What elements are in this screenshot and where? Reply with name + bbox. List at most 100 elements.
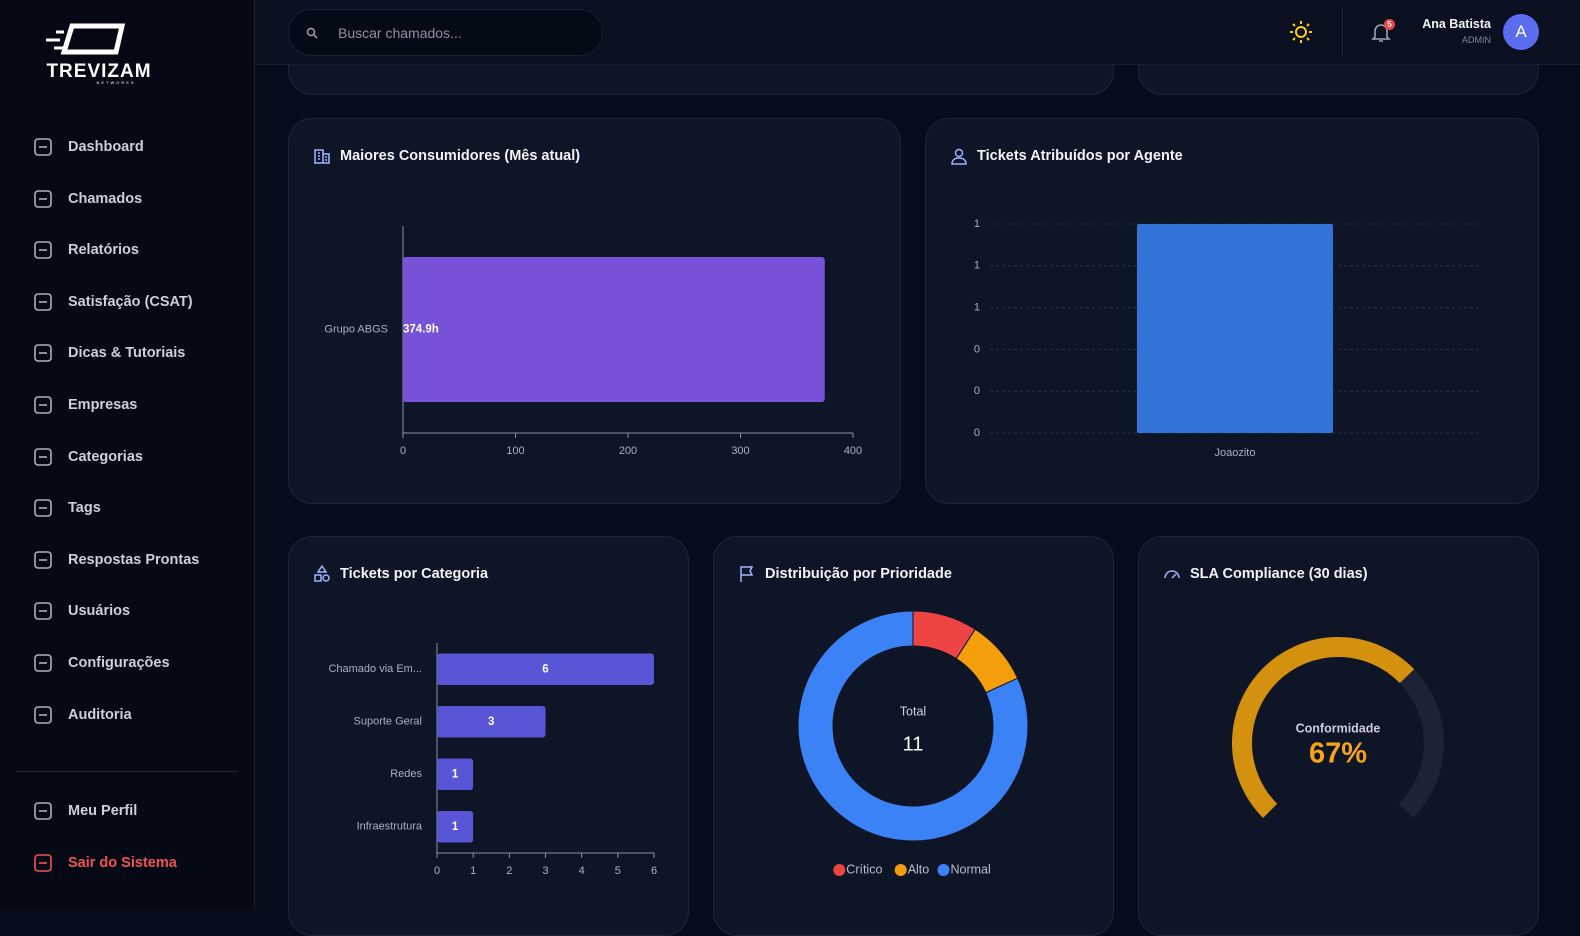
nav-icon (34, 447, 52, 466)
logo: TREVIZAM NETWORKS (46, 23, 151, 85)
value-label: 374.9h (403, 324, 439, 336)
x-tick-label: 400 (844, 445, 862, 457)
nav-label: Respostas Prontas (68, 551, 200, 568)
bar (437, 706, 546, 738)
nav-icon (34, 292, 52, 311)
nav-icon (34, 396, 52, 414)
nav-item[interactable]: Satisfação (CSAT) (32, 290, 193, 314)
y-tick-label: 1 (974, 260, 980, 272)
user-name: Ana Batista (1422, 17, 1491, 31)
chart-card: Distribuição por Prioridade (713, 536, 1114, 936)
nav-item[interactable]: Dicas & Tutoriais (32, 341, 185, 365)
nav-item[interactable]: Relatórios (32, 238, 139, 262)
nav-label: Sair do Sistema (68, 855, 177, 871)
legend-swatch (894, 864, 907, 876)
bar (437, 811, 474, 843)
x-tick-label: 0 (434, 865, 440, 877)
nav-item[interactable]: Respostas Prontas (32, 548, 199, 572)
nav-label: Meu Perfil (68, 803, 138, 819)
card-title: Tickets Atribuídos por Agente (977, 148, 1183, 164)
legend-label: Normal (951, 862, 991, 876)
nav-label: Chamados (68, 190, 143, 207)
category-label: Redes (390, 768, 422, 780)
x-tick-label: 6 (651, 865, 657, 877)
legend-swatch (833, 864, 846, 876)
x-tick-label: 5 (615, 865, 621, 877)
y-tick-label: 0 (974, 385, 980, 397)
search-box[interactable]: Buscar chamados... (288, 9, 603, 56)
sidebar: TREVIZAM NETWORKS Dashboard Chamados Relat… (0, 0, 255, 909)
gauge-label: Conformidade (1296, 721, 1381, 735)
nav-label: Auditoria (68, 706, 132, 723)
nav-label: Configurações (68, 655, 170, 671)
nav-label: Dashboard (68, 139, 144, 155)
center-label: Total (900, 704, 926, 718)
category-label: Chamado via Em... (328, 663, 422, 675)
notification-badge: 5 (1384, 19, 1395, 30)
nav-item[interactable]: Categorias (32, 445, 143, 469)
nav-icon (34, 654, 52, 672)
user-role: ADMIN (1462, 35, 1491, 45)
x-tick-label: 3 (542, 865, 548, 877)
y-tick-label: 1 (974, 302, 980, 314)
legend-label: Alto (908, 862, 930, 876)
nav-label: Categorias (68, 448, 143, 465)
nav-item[interactable]: Dashboard (32, 135, 144, 159)
value-label: 1 (452, 768, 459, 780)
nav-label: Usuários (68, 603, 131, 620)
gauge-value (1232, 636, 1415, 818)
category-label: Joaozito (1215, 447, 1256, 459)
slice (797, 610, 1029, 842)
x-tick-label: 100 (506, 445, 524, 457)
card-title: SLA Compliance (30 dias) (1190, 566, 1368, 582)
x-tick-label: 0 (400, 445, 406, 457)
value-label: 6 (542, 663, 548, 675)
icon (314, 565, 330, 582)
nav-item[interactable]: Chamados (32, 187, 142, 211)
nav-icon (34, 138, 52, 156)
icon (314, 149, 330, 164)
bar (403, 257, 825, 402)
icon (951, 148, 967, 165)
card-title-row: Distribuição por Prioridade (738, 565, 952, 583)
x-tick-label: 2 (506, 865, 512, 877)
gauge-value-label: 67% (1309, 738, 1367, 770)
nav-item[interactable]: Configurações (32, 651, 170, 675)
card-title-row: SLA Compliance (30 dias) (1163, 565, 1368, 583)
card-title-row: Tickets por Categoria (313, 565, 488, 583)
theme-toggle[interactable] (1289, 20, 1313, 44)
category-label: Suporte Geral (354, 716, 422, 728)
nav-item[interactable]: Empresas (32, 393, 137, 417)
x-tick-label: 200 (619, 445, 637, 457)
brand: TREVIZAM (46, 61, 151, 82)
nav-item[interactable]: Auditoria (32, 703, 132, 727)
legend-label: Crítico (846, 862, 882, 876)
x-tick-label: 4 (579, 865, 585, 877)
icon (740, 566, 754, 582)
chart-card: SLA Compliance (30 dias) (1138, 536, 1539, 936)
y-tick-label: 0 (974, 427, 980, 439)
search-placeholder: Buscar chamados... (338, 25, 462, 41)
nav-label: Empresas (68, 397, 138, 413)
nav-item[interactable]: Tags (32, 496, 101, 520)
divider (1342, 8, 1343, 56)
avatar[interactable]: A (1503, 14, 1539, 50)
x-tick-label: 1 (470, 865, 476, 877)
bar (1137, 224, 1333, 433)
nav-label: Dicas & Tutoriais (68, 345, 186, 362)
card-title: Maiores Consumidores (Mês atual) (340, 148, 581, 164)
bar (437, 653, 654, 685)
nav-item[interactable]: Meu Perfil (32, 799, 137, 823)
notifications[interactable] (1371, 22, 1391, 44)
search-icon (306, 27, 318, 39)
nav-icon (34, 550, 52, 569)
category-label: Grupo ABGS (324, 323, 388, 335)
nav-label: Tags (68, 500, 101, 517)
category-label: Infraestrutura (357, 821, 423, 833)
nav-item[interactable]: Sair do Sistema (32, 851, 177, 875)
nav-item[interactable]: Usuários (32, 599, 130, 623)
separator (16, 771, 238, 772)
nav-label: Satisfação (CSAT) (68, 293, 193, 310)
